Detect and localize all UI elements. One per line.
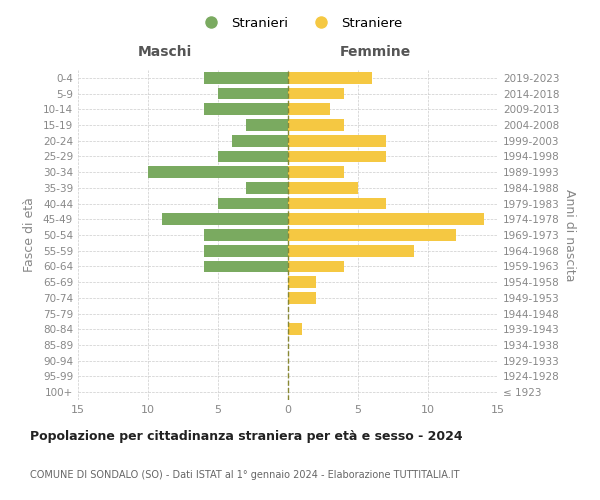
- Bar: [204, 260, 288, 272]
- Y-axis label: Fasce di età: Fasce di età: [23, 198, 36, 272]
- Bar: [288, 72, 372, 84]
- Bar: [204, 229, 288, 241]
- Bar: [288, 182, 358, 194]
- Bar: [288, 292, 316, 304]
- Bar: [232, 135, 288, 146]
- Bar: [204, 245, 288, 256]
- Bar: [288, 104, 330, 115]
- Bar: [288, 214, 484, 225]
- Bar: [288, 119, 344, 131]
- Bar: [246, 119, 288, 131]
- Bar: [288, 88, 344, 100]
- Text: Femmine: Femmine: [340, 44, 410, 59]
- Text: Maschi: Maschi: [138, 44, 192, 59]
- Bar: [288, 229, 456, 241]
- Bar: [204, 104, 288, 115]
- Bar: [288, 198, 386, 209]
- Y-axis label: Anni di nascita: Anni di nascita: [563, 188, 576, 281]
- Bar: [288, 260, 344, 272]
- Bar: [288, 276, 316, 288]
- Bar: [218, 198, 288, 209]
- Bar: [246, 182, 288, 194]
- Bar: [288, 245, 414, 256]
- Text: Popolazione per cittadinanza straniera per età e sesso - 2024: Popolazione per cittadinanza straniera p…: [30, 430, 463, 443]
- Bar: [148, 166, 288, 178]
- Legend: Stranieri, Straniere: Stranieri, Straniere: [193, 12, 407, 35]
- Bar: [218, 150, 288, 162]
- Bar: [288, 166, 344, 178]
- Bar: [218, 88, 288, 100]
- Bar: [288, 135, 386, 146]
- Bar: [288, 150, 386, 162]
- Bar: [204, 72, 288, 84]
- Bar: [162, 214, 288, 225]
- Bar: [288, 324, 302, 335]
- Text: COMUNE DI SONDALO (SO) - Dati ISTAT al 1° gennaio 2024 - Elaborazione TUTTITALIA: COMUNE DI SONDALO (SO) - Dati ISTAT al 1…: [30, 470, 460, 480]
